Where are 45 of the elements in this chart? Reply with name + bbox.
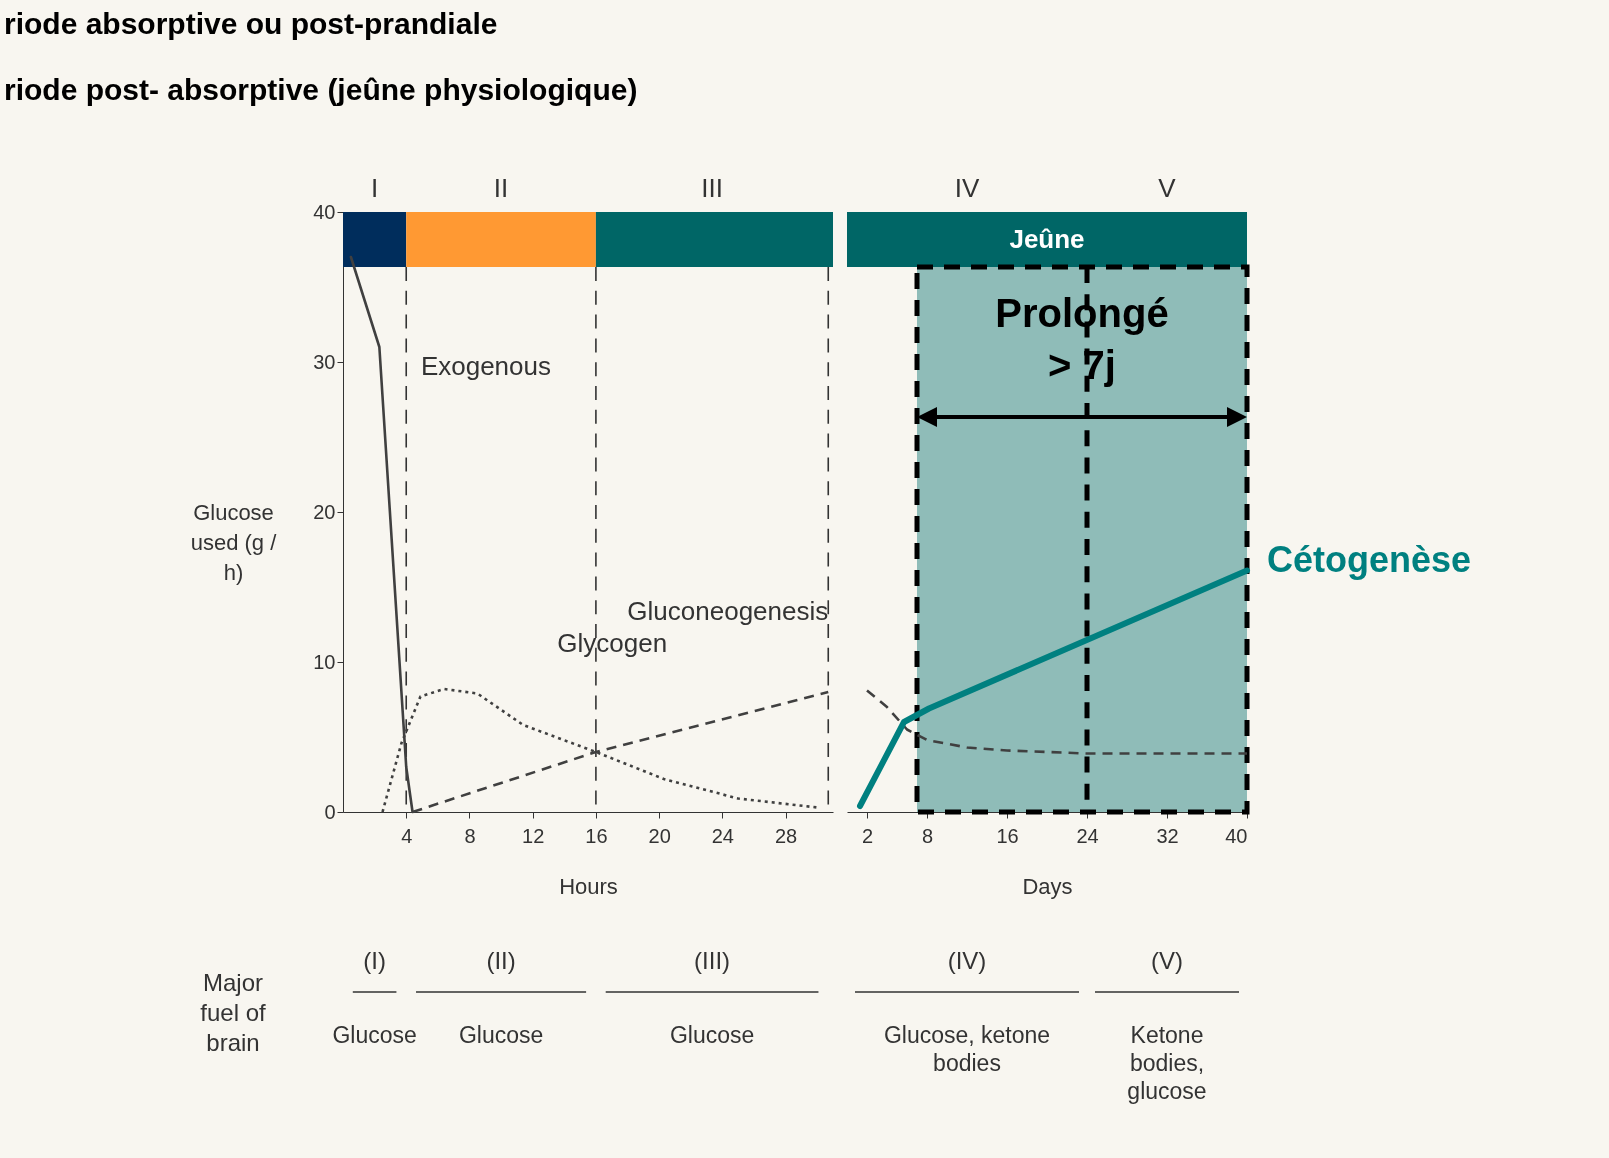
- text: Major fuel of brain: [200, 969, 267, 1056]
- text: Glucose: [458, 1022, 544, 1048]
- x-tick-label: 4: [401, 824, 413, 847]
- x-tick-label: 20: [648, 824, 671, 847]
- y-tick-label: 20: [313, 500, 336, 523]
- x-axis-title: Hours: [559, 873, 618, 899]
- text: II: [493, 173, 509, 203]
- text: (V): [1151, 947, 1183, 974]
- x-tick-label: 32: [1156, 824, 1179, 847]
- text: Glycogen: [557, 627, 668, 658]
- x-tick-label: 12: [522, 824, 545, 847]
- text: Glucose: [669, 1022, 755, 1048]
- x-tick-label: 24: [711, 824, 734, 847]
- x-tick-label: 28: [774, 824, 798, 847]
- text: I: [371, 173, 379, 203]
- text: (II): [486, 947, 516, 974]
- y-tick-label: 0: [324, 800, 336, 823]
- text: Glucose, ketone bodies: [883, 1022, 1051, 1076]
- x-tick-label: 8: [464, 824, 476, 847]
- x-tick-label: 24: [1076, 824, 1099, 847]
- y-tick-label: 30: [313, 350, 336, 373]
- band-label: Prolongé > 7j: [995, 291, 1169, 387]
- text: Gluconeogenesis: [627, 596, 829, 626]
- x-tick-label: 16: [585, 824, 608, 847]
- y-axis-title: Glucose used (g / h): [190, 499, 278, 585]
- band-label: Jeûne: [1009, 223, 1085, 254]
- x-tick-label: 8: [921, 824, 934, 847]
- series-label: Exogenous: [420, 351, 552, 381]
- chart-subtitle: riode post- absorptive (jeûne physiologique): [4, 72, 639, 108]
- series-label: Cétogenèse: [1267, 538, 1472, 580]
- text: V: [1158, 173, 1177, 203]
- chart-title: riode absorptive ou post-prandiale: [4, 6, 499, 42]
- text: (III): [694, 947, 731, 974]
- text: Ketone bodies, glucose: [1127, 1022, 1207, 1104]
- text: IV: [954, 173, 980, 203]
- text: III: [701, 173, 723, 203]
- y-tick-label: 10: [313, 650, 336, 673]
- y-tick-label: 40: [313, 200, 336, 223]
- text: Glucose: [332, 1022, 417, 1048]
- x-axis-title: Days: [1022, 873, 1073, 899]
- text: (I): [363, 947, 386, 974]
- x-tick-label: 16: [996, 824, 1019, 847]
- x-tick-label: 40: [1225, 824, 1248, 847]
- x-tick-label: 2: [861, 824, 874, 847]
- text: (IV): [947, 947, 987, 974]
